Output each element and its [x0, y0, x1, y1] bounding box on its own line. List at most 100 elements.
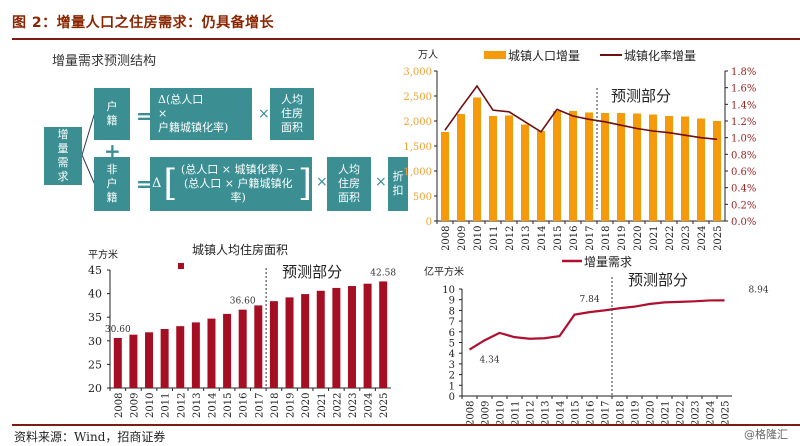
y-tick-label: 4 [449, 349, 455, 360]
y-tick-label: 6 [449, 328, 455, 339]
bottom-divider [12, 424, 800, 426]
bar-urban-pop-2010 [473, 97, 481, 221]
legend-label: 增量需求 [584, 255, 632, 269]
bar-per-capita-area-2020 [301, 294, 310, 388]
y-tick-label: 40 [88, 288, 102, 301]
bar-urban-pop-2019 [617, 113, 625, 221]
x-tick-label: 2014 [207, 393, 218, 418]
x-tick-label: 2012 [505, 226, 516, 250]
x-tick-label: 2010 [473, 226, 484, 250]
y-tick-label: 20 [88, 382, 102, 395]
y-tick-label: 3 [449, 360, 455, 371]
x-tick-label: 2016 [569, 226, 580, 250]
y-tick-label-left: 0 [426, 217, 432, 228]
y-tick-label: 25 [88, 358, 102, 371]
x-tick-label: 2018 [616, 401, 627, 424]
x-tick-label: 2021 [661, 401, 672, 424]
bar-per-capita-area-2009 [129, 334, 138, 388]
x-tick-label: 2008 [466, 401, 477, 424]
y-axis-unit-label: 平方米 [88, 248, 118, 261]
bar-urban-pop-2022 [665, 116, 673, 221]
y-tick-label-right: 0.6% [731, 167, 756, 178]
y-axis-unit-label: 亿平方米 [424, 265, 464, 278]
times-sign-hukou: × [258, 106, 270, 122]
x-tick-label: 2012 [526, 401, 537, 424]
bar-per-capita-area-2016 [238, 309, 247, 388]
x-tick-label: 2016 [239, 393, 250, 418]
x-tick-label: 2024 [364, 393, 375, 418]
y-tick-label-right: 0.8% [731, 150, 756, 161]
connector-line-nonhukou [81, 154, 96, 186]
x-tick-label: 2022 [332, 393, 343, 418]
bar-urban-pop-2015 [553, 111, 561, 221]
data-label: 30.60 [105, 325, 131, 335]
discount-box: 折 扣 [388, 157, 408, 211]
bar-per-capita-area-2017 [254, 305, 263, 388]
x-tick-label: 2015 [571, 401, 582, 424]
x-tick-label: 2021 [317, 393, 328, 418]
x-tick-label: 2015 [223, 393, 234, 418]
x-tick-label: 2020 [301, 393, 312, 418]
x-tick-label: 2020 [633, 226, 644, 250]
y-tick-label-right: 0.2% [731, 200, 756, 211]
x-tick-label: 2010 [496, 401, 507, 424]
line-incremental-demand [468, 299, 725, 351]
bar-urban-pop-2009 [457, 114, 465, 221]
data-label: 42.58 [370, 268, 396, 278]
x-tick-label: 2018 [270, 393, 281, 418]
y-tick-label: 35 [88, 311, 102, 324]
bar-per-capita-area-2018 [269, 301, 278, 388]
forecast-annotation: 预测部分 [628, 271, 688, 289]
bracket-left: [ [163, 163, 178, 204]
y-tick-label-left: 1,000 [403, 167, 432, 178]
bar-urban-pop-2025 [713, 121, 721, 221]
y-tick-label-left: 2,500 [403, 92, 432, 103]
forecast-annotation: 预测部分 [282, 263, 342, 281]
x-tick-label: 2011 [489, 226, 500, 250]
bar-per-capita-area-2012 [176, 326, 185, 388]
connector-line-hukou [81, 111, 96, 156]
x-tick-label: 2021 [649, 226, 660, 250]
line-urbanization-rate [444, 84, 718, 141]
x-tick-label: 2014 [537, 226, 548, 250]
x-tick-label: 2025 [721, 401, 732, 424]
x-tick-label: 2017 [601, 401, 612, 424]
diagram-connectors [81, 111, 96, 186]
title-divider [12, 38, 800, 40]
y-tick-label-right: 1.0% [731, 134, 756, 145]
x-tick-label: 2012 [176, 393, 187, 418]
bar-per-capita-area-2023 [347, 286, 356, 388]
data-label: 36.60 [230, 297, 256, 307]
x-tick-label: 2023 [691, 401, 702, 424]
x-tick-label: 2025 [379, 393, 390, 418]
forecast-annotation: 预测部分 [611, 87, 671, 105]
x-tick-label: 2025 [713, 226, 724, 250]
x-tick-label: 2019 [617, 226, 628, 250]
per-capita-area-box-hukou: 人均 住房 面积 [270, 88, 314, 140]
bracket-right: ] [297, 163, 312, 204]
y-tick-label: 45 [88, 264, 102, 277]
bar-urban-pop-2017 [585, 112, 593, 221]
branch-box-hukou: 户 籍 [94, 88, 130, 140]
y-tick-label: 7 [449, 317, 455, 328]
x-tick-label: 2011 [161, 393, 172, 418]
formula-box-hukou: Δ(总人口 × 户籍城镇化率) [150, 88, 252, 140]
y-tick-label: 0 [449, 392, 455, 403]
y-tick-label: 30 [88, 335, 102, 348]
bar-per-capita-area-2015 [223, 313, 232, 388]
x-tick-label: 2019 [286, 393, 297, 418]
y-tick-label-right: 0.0% [731, 217, 756, 228]
x-tick-label: 2024 [706, 401, 717, 424]
x-tick-label: 2024 [697, 226, 708, 250]
x-tick-label: 2022 [665, 226, 676, 250]
bar-per-capita-area-2013 [191, 322, 200, 388]
bar-per-capita-area-2008 [113, 337, 122, 388]
data-label: 4.34 [480, 356, 500, 366]
bar-urban-pop-2021 [649, 114, 657, 221]
x-tick-label: 2015 [553, 226, 564, 250]
bar-urban-pop-2014 [537, 131, 545, 221]
plus-sign: + [104, 139, 121, 163]
bar-per-capita-area-2014 [207, 318, 216, 388]
